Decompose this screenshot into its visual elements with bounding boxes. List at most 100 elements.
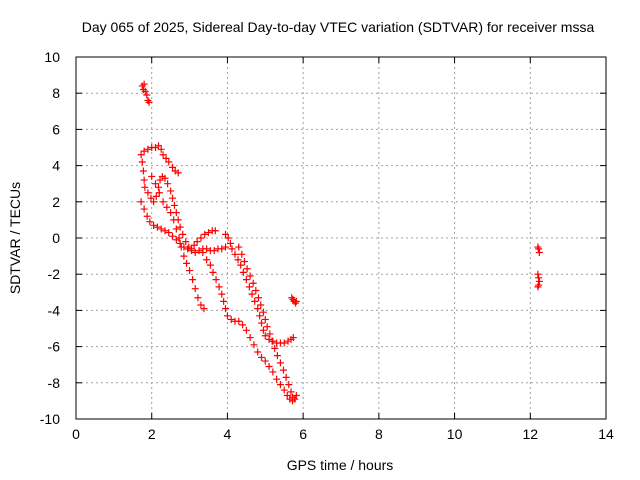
- data-point: [183, 259, 191, 267]
- data-point: [222, 305, 230, 313]
- data-point: [144, 145, 152, 153]
- data-point: [184, 245, 192, 253]
- data-point: [258, 319, 265, 327]
- data-point: [182, 238, 190, 246]
- data-point: [534, 270, 542, 278]
- data-point: [163, 203, 171, 211]
- x-tick-label: 0: [72, 426, 80, 442]
- data-point: [169, 232, 177, 240]
- x-tick-label: 10: [447, 426, 463, 442]
- data-point: [226, 239, 234, 247]
- data-point: [197, 234, 205, 242]
- data-point: [203, 245, 211, 253]
- data-point: [167, 209, 175, 217]
- data-point: [252, 286, 260, 294]
- y-tick-label: 2: [52, 194, 60, 210]
- data-point: [199, 248, 207, 256]
- x-tick-label: 4: [224, 426, 232, 442]
- data-point: [276, 381, 284, 389]
- data-point: [276, 359, 284, 367]
- data-point: [167, 187, 175, 195]
- data-point: [180, 252, 188, 260]
- data-point: [251, 297, 259, 305]
- data-point: [218, 245, 226, 253]
- data-point: [155, 183, 163, 191]
- data-point: [150, 198, 158, 206]
- data-point: [191, 248, 199, 256]
- data-point: [190, 241, 198, 249]
- data-point: [237, 261, 245, 269]
- data-point: [292, 391, 300, 399]
- data-point: [180, 243, 188, 251]
- data-point: [254, 294, 262, 302]
- data-point: [165, 158, 173, 166]
- data-point: [139, 167, 147, 175]
- data-point: [227, 315, 235, 323]
- grid: [76, 57, 606, 419]
- data-point: [165, 229, 173, 237]
- data-point: [209, 268, 217, 276]
- data-point: [147, 194, 155, 202]
- data-point: [162, 154, 170, 162]
- data-point: [261, 332, 269, 340]
- data-point: [140, 80, 148, 88]
- data-point: [159, 198, 167, 206]
- data-point: [534, 283, 542, 291]
- data-point: [246, 334, 254, 342]
- data-point: [248, 290, 256, 298]
- data-point: [211, 227, 219, 235]
- data-point: [285, 381, 293, 389]
- data-point: [141, 183, 149, 191]
- data-point: [235, 317, 243, 325]
- y-tick-label: -2: [48, 266, 61, 282]
- data-point: [279, 366, 287, 374]
- data-point: [259, 326, 267, 334]
- data-point: [283, 391, 291, 399]
- data-point: [242, 326, 250, 334]
- y-axis-label: SDTVAR / TECUs: [7, 182, 23, 294]
- data-point: [228, 245, 236, 253]
- data-point: [535, 274, 543, 282]
- data-point: [137, 151, 145, 159]
- data-point: [172, 225, 180, 233]
- x-tick-label: 2: [148, 426, 156, 442]
- data-point: [153, 223, 161, 231]
- data-point: [152, 180, 159, 188]
- data-point: [215, 283, 223, 291]
- data-point: [186, 267, 194, 275]
- data-point: [156, 176, 164, 184]
- data-point: [155, 189, 163, 197]
- data-point: [201, 230, 209, 238]
- data-point: [179, 230, 187, 238]
- data-point: [222, 243, 230, 251]
- data-point: [273, 375, 281, 383]
- data-point: [140, 176, 148, 184]
- data-point: [174, 169, 182, 177]
- x-tick-label: 14: [598, 426, 614, 442]
- data-point: [195, 247, 203, 255]
- data-point: [206, 261, 214, 269]
- data-point: [261, 315, 269, 323]
- data-point: [169, 194, 177, 202]
- y-tick-label: -8: [48, 375, 61, 391]
- data-point: [137, 198, 145, 206]
- data-point: [269, 368, 277, 376]
- data-point: [200, 305, 208, 313]
- data-point: [161, 227, 169, 235]
- data-point: [254, 305, 262, 313]
- data-point: [250, 341, 258, 349]
- data-point: [172, 236, 180, 244]
- y-tick-label: 0: [52, 230, 60, 246]
- data-point: [534, 243, 542, 251]
- data-point: [145, 98, 153, 106]
- data-point: [140, 205, 148, 213]
- data-point: [243, 265, 251, 273]
- data-point: [223, 312, 231, 320]
- data-point: [159, 151, 167, 159]
- data-point: [176, 239, 184, 247]
- data-point: [170, 216, 178, 224]
- data-point: [271, 344, 279, 352]
- data-point: [141, 87, 149, 95]
- data-point: [148, 172, 156, 180]
- data-point: [146, 218, 154, 226]
